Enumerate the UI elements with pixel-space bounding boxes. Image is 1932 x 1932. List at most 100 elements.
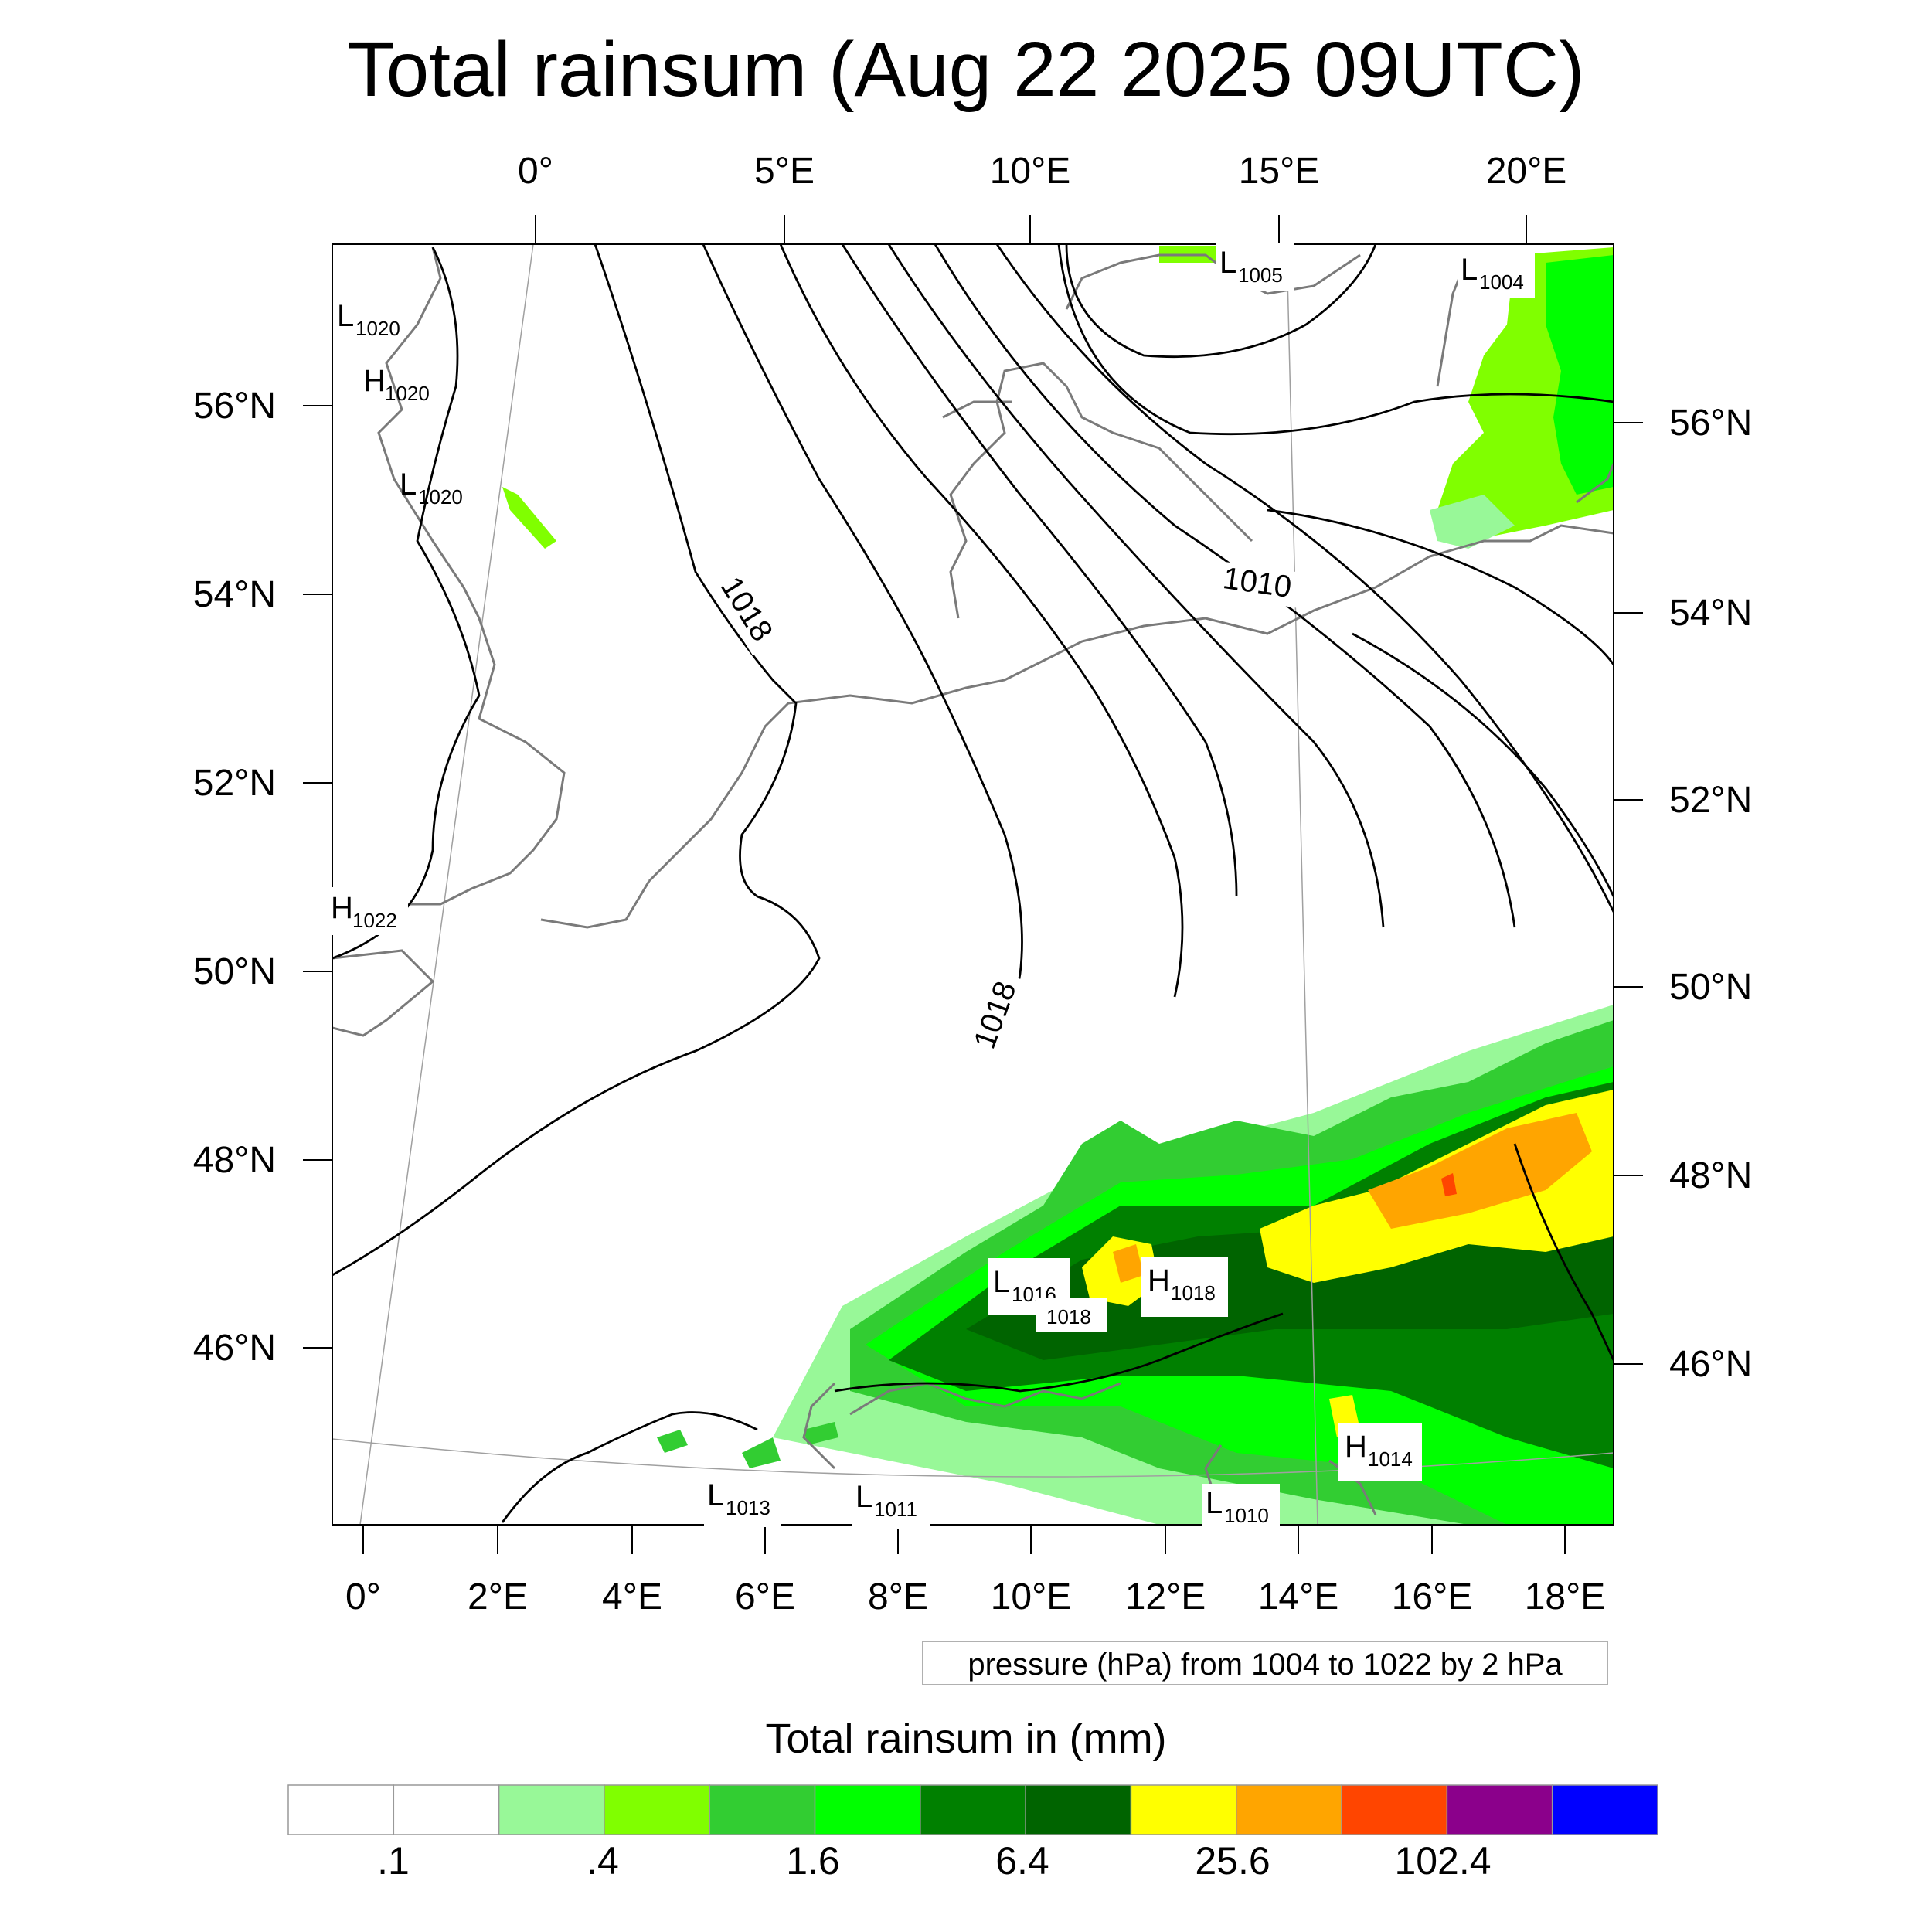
svg-text:1020: 1020 xyxy=(418,485,463,509)
rainfall-field xyxy=(502,246,1614,1525)
pressure-center: L 1020 xyxy=(400,468,463,509)
svg-text:H: H xyxy=(1345,1430,1367,1464)
pressure-center: L 1013 xyxy=(704,1476,781,1527)
rain-west-spots xyxy=(657,1422,838,1468)
top-lon-label: 5°E xyxy=(754,151,815,192)
map-frame xyxy=(332,243,1614,1526)
bottom-lon-label: 8°E xyxy=(868,1577,928,1617)
svg-text:L: L xyxy=(855,1480,872,1514)
svg-text:L: L xyxy=(1206,1486,1223,1520)
colorbar-swatch xyxy=(498,1784,605,1835)
axis-ticks xyxy=(303,215,1643,1554)
svg-text:L: L xyxy=(337,299,354,333)
svg-text:L: L xyxy=(1219,246,1236,280)
colorbar-tick-label: 6.4 xyxy=(995,1839,1049,1883)
top-lon-labels: 0° 5°E 10°E 15°E 20°E xyxy=(518,151,1566,192)
svg-text:H: H xyxy=(1148,1264,1170,1298)
right-lat-label: 52°N xyxy=(1669,780,1752,821)
left-lat-labels: 56°N 54°N 52°N 50°N 48°N 46°N xyxy=(193,386,276,1369)
svg-text:1010: 1010 xyxy=(1224,1504,1269,1527)
rain-orange xyxy=(1368,1113,1592,1229)
svg-text:L: L xyxy=(400,468,417,502)
isobar-3 xyxy=(779,244,1184,998)
bottom-lon-label: 10°E xyxy=(991,1577,1072,1617)
left-lat-label: 54°N xyxy=(193,574,276,615)
svg-text:H: H xyxy=(363,364,386,398)
colorbar xyxy=(287,1784,1658,1835)
colorbar-swatch xyxy=(1341,1784,1448,1835)
isobar-low-ring xyxy=(1065,244,1377,359)
colorbar-swatch xyxy=(1446,1784,1553,1835)
colorbar-swatch xyxy=(1130,1784,1237,1835)
svg-text:L: L xyxy=(993,1265,1010,1299)
svg-text:1018: 1018 xyxy=(1046,1305,1091,1328)
isobar-north-outer xyxy=(1057,244,1614,436)
right-lat-label: 48°N xyxy=(1669,1155,1752,1196)
isobar-alps xyxy=(834,1312,1284,1393)
pressure-center: H 1014 xyxy=(1338,1423,1422,1481)
colorbar-swatch xyxy=(1236,1784,1342,1835)
colorbar-swatch xyxy=(920,1784,1026,1835)
svg-text:L: L xyxy=(707,1478,724,1512)
isobar-east-1 xyxy=(1267,509,1614,665)
top-lon-label: 15°E xyxy=(1239,151,1320,192)
svg-text:1013: 1013 xyxy=(726,1496,770,1519)
colorbar-swatch xyxy=(393,1784,500,1835)
colorbar-tick-label: .4 xyxy=(587,1839,619,1883)
rain-north-east-light xyxy=(1430,495,1515,549)
coastlines xyxy=(332,247,1614,1515)
isobar-1010 xyxy=(995,244,1614,913)
bottom-lon-label: 6°E xyxy=(735,1577,795,1617)
isobar-southeast xyxy=(1513,1143,1614,1361)
top-lon-label: 10°E xyxy=(990,151,1071,192)
right-lat-label: 50°N xyxy=(1669,967,1752,1008)
svg-text:L: L xyxy=(1461,253,1478,287)
svg-text:H: H xyxy=(331,891,353,925)
top-lon-label: 0° xyxy=(518,151,553,192)
isobars xyxy=(332,244,1614,1523)
pressure-contour-note: pressure (hPa) from 1004 to 1022 by 2 hP… xyxy=(922,1641,1608,1685)
colorbar-tick-label: 1.6 xyxy=(786,1839,840,1883)
isobar-south xyxy=(501,1411,758,1523)
svg-text:1014: 1014 xyxy=(1368,1447,1413,1471)
top-lon-label: 20°E xyxy=(1486,151,1567,192)
bottom-lon-labels: 0° 2°E 4°E 6°E 8°E 10°E 12°E 14°E 16°E 1… xyxy=(345,1577,1605,1617)
pressure-center: L 1011 xyxy=(852,1478,930,1529)
rain-north-sea xyxy=(502,487,556,549)
pressure-center: 1018 xyxy=(1036,1298,1107,1332)
isobar-contour-labels: 1018 1018 1010 xyxy=(707,560,1302,1062)
left-lat-label: 48°N xyxy=(193,1140,276,1181)
left-lat-label: 56°N xyxy=(193,386,276,427)
left-lat-label: 46°N xyxy=(193,1328,276,1369)
svg-text:1011: 1011 xyxy=(874,1498,917,1521)
rain-orange-2 xyxy=(1113,1244,1144,1283)
map-area xyxy=(332,244,1614,1525)
bottom-lon-label: 0° xyxy=(345,1577,381,1617)
pressure-center: L 1004 xyxy=(1458,250,1535,298)
bottom-lon-label: 2°E xyxy=(468,1577,528,1617)
pressure-center: H 1018 xyxy=(1141,1257,1228,1317)
isobar-4 xyxy=(841,244,1238,897)
pressure-center: L 1005 xyxy=(1216,243,1294,291)
map-title: Total rainsum (Aug 22 2025 09UTC) xyxy=(347,26,1585,113)
rain-red xyxy=(1441,1173,1457,1196)
colorbar-tick-label: 25.6 xyxy=(1195,1839,1270,1883)
colorbar-tick-labels: .1 .4 1.6 6.4 25.6 102.4 xyxy=(377,1839,1491,1883)
right-lat-label: 46°N xyxy=(1669,1344,1752,1385)
bottom-lon-label: 14°E xyxy=(1258,1577,1339,1617)
bottom-lon-label: 12°E xyxy=(1125,1577,1206,1617)
right-lat-label: 56°N xyxy=(1669,403,1752,444)
isobar-west xyxy=(332,247,481,960)
left-lat-label: 52°N xyxy=(193,763,276,804)
svg-text:1020: 1020 xyxy=(355,317,400,340)
isobar-1018-west xyxy=(332,244,821,1277)
pressure-center: L 1020 xyxy=(337,299,400,340)
left-lat-label: 50°N xyxy=(193,951,276,992)
bottom-lon-label: 18°E xyxy=(1525,1577,1606,1617)
svg-text:1022: 1022 xyxy=(352,909,397,932)
pressure-center: L 1010 xyxy=(1202,1484,1280,1530)
isobar-1018-east xyxy=(702,244,1023,1060)
right-lat-labels: 56°N 54°N 52°N 50°N 48°N 46°N xyxy=(1669,403,1752,1385)
colorbar-title: Total rainsum in (mm) xyxy=(765,1716,1167,1762)
